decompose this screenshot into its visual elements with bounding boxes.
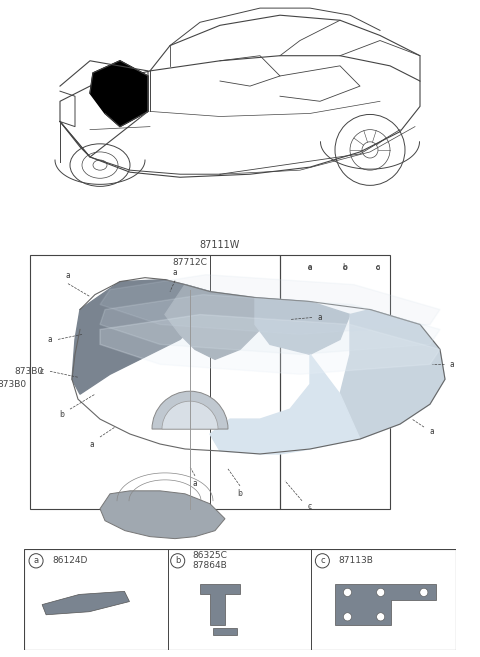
Circle shape [420,588,428,597]
Text: a: a [308,263,312,272]
Polygon shape [90,61,148,127]
Polygon shape [213,628,237,635]
Text: a: a [450,360,455,369]
Text: a: a [90,440,95,449]
Polygon shape [340,309,445,439]
Text: a: a [66,271,71,280]
Circle shape [171,554,185,568]
Wedge shape [152,391,228,429]
Wedge shape [162,401,218,429]
Text: a: a [48,335,52,344]
Polygon shape [200,584,240,625]
Polygon shape [42,591,130,615]
Circle shape [315,554,329,568]
Polygon shape [100,275,440,334]
Text: a: a [430,426,434,436]
Circle shape [344,588,351,597]
Circle shape [29,554,43,568]
Circle shape [377,613,384,621]
Polygon shape [100,491,225,539]
Text: c: c [320,556,324,565]
Circle shape [344,613,351,621]
Text: 87113B: 87113B [338,556,373,565]
Polygon shape [210,354,360,454]
Bar [280,255,390,509]
Text: 87111W: 87111W [200,240,240,250]
Polygon shape [165,284,260,359]
Text: b: b [238,489,242,498]
Text: a: a [318,313,323,322]
Circle shape [377,588,384,597]
Text: a: a [173,268,178,277]
Circle shape [308,266,312,269]
Text: c: c [308,502,312,511]
Polygon shape [100,315,440,374]
Text: a: a [34,556,38,565]
Bar [30,255,280,509]
Text: 87712C: 87712C [173,258,207,267]
Polygon shape [255,298,350,354]
Text: 873B0: 873B0 [14,367,43,376]
Text: b: b [343,263,348,272]
Polygon shape [72,280,210,394]
Polygon shape [336,584,436,625]
Text: 86325C: 86325C [193,551,228,560]
Text: 86124D: 86124D [52,556,87,565]
Text: a: a [192,480,197,488]
Polygon shape [100,294,440,354]
Text: c: c [376,263,380,272]
Text: 873B0: 873B0 [0,380,26,389]
Circle shape [343,266,347,269]
Text: c: c [40,367,44,376]
Text: b: b [175,556,180,565]
Circle shape [376,266,380,269]
Text: 87864B: 87864B [193,562,228,570]
Text: b: b [60,409,64,419]
